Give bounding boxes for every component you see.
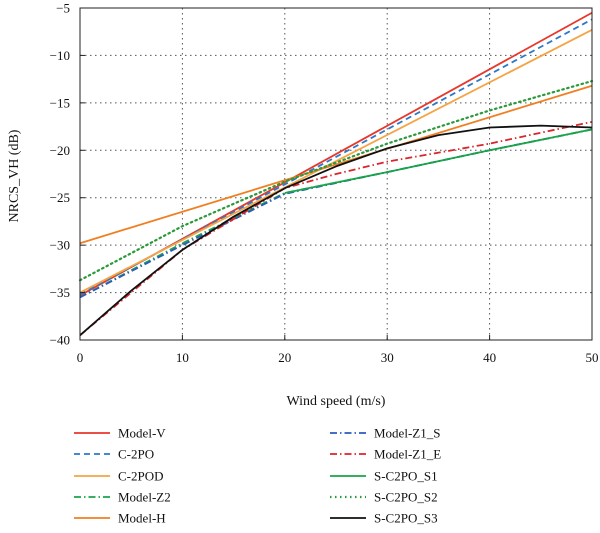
y-tick-label: −20 (50, 143, 70, 158)
y-tick-label: −40 (50, 333, 70, 348)
legend-label: Model-Z1_E (374, 447, 441, 462)
axis-ticks: 0 10 20 30 40 50 −40 −35 −30 −25 −20 −15 −10 −5 (50, 1, 599, 366)
y-tick-label: −25 (50, 190, 70, 205)
legend-label: S-C2PO_S1 (374, 469, 438, 484)
x-axis-label: Wind speed (m/s) (287, 394, 386, 409)
series-line-c-2pod (79, 29, 593, 294)
x-tick-label: 20 (278, 350, 291, 365)
legend-label: C-2POD (118, 469, 164, 484)
series-line-s-c2po-s3 (79, 124, 593, 336)
legend-label: Model-Z2 (118, 490, 171, 505)
y-axis-label: NRCS_VH (dB) (7, 129, 22, 222)
series-line-s-c2po-s2 (78, 79, 594, 282)
legend-label: S-C2PO_S3 (374, 511, 438, 526)
legend: Model-V C-2PO C-2POD Model-Z2 Model-H Model-Z… (74, 426, 441, 526)
x-tick-label: 40 (483, 350, 496, 365)
x-tick-label: 50 (586, 350, 599, 365)
series-line-model-h (79, 84, 593, 245)
legend-label: S-C2PO_S2 (374, 490, 438, 505)
plot-frame (79, 7, 593, 341)
y-tick-label: −30 (50, 238, 70, 253)
x-tick-label: 0 (77, 350, 84, 365)
legend-label: Model-H (118, 511, 166, 526)
y-tick-label: −15 (50, 95, 70, 110)
grid (80, 8, 592, 340)
x-tick-label: 10 (176, 350, 189, 365)
legend-label: Model-Z1_S (374, 426, 440, 441)
series-lines (78, 11, 594, 336)
legend-label: Model-V (118, 426, 166, 441)
x-tick-label: 30 (381, 350, 394, 365)
series-line-c-2po (79, 18, 593, 296)
legend-label: C-2PO (118, 447, 154, 462)
series-line-s-c2po-s1 (284, 128, 593, 194)
y-tick-label: −35 (50, 285, 70, 300)
y-tick-label: −10 (50, 48, 70, 63)
y-tick-label: −5 (56, 1, 70, 16)
